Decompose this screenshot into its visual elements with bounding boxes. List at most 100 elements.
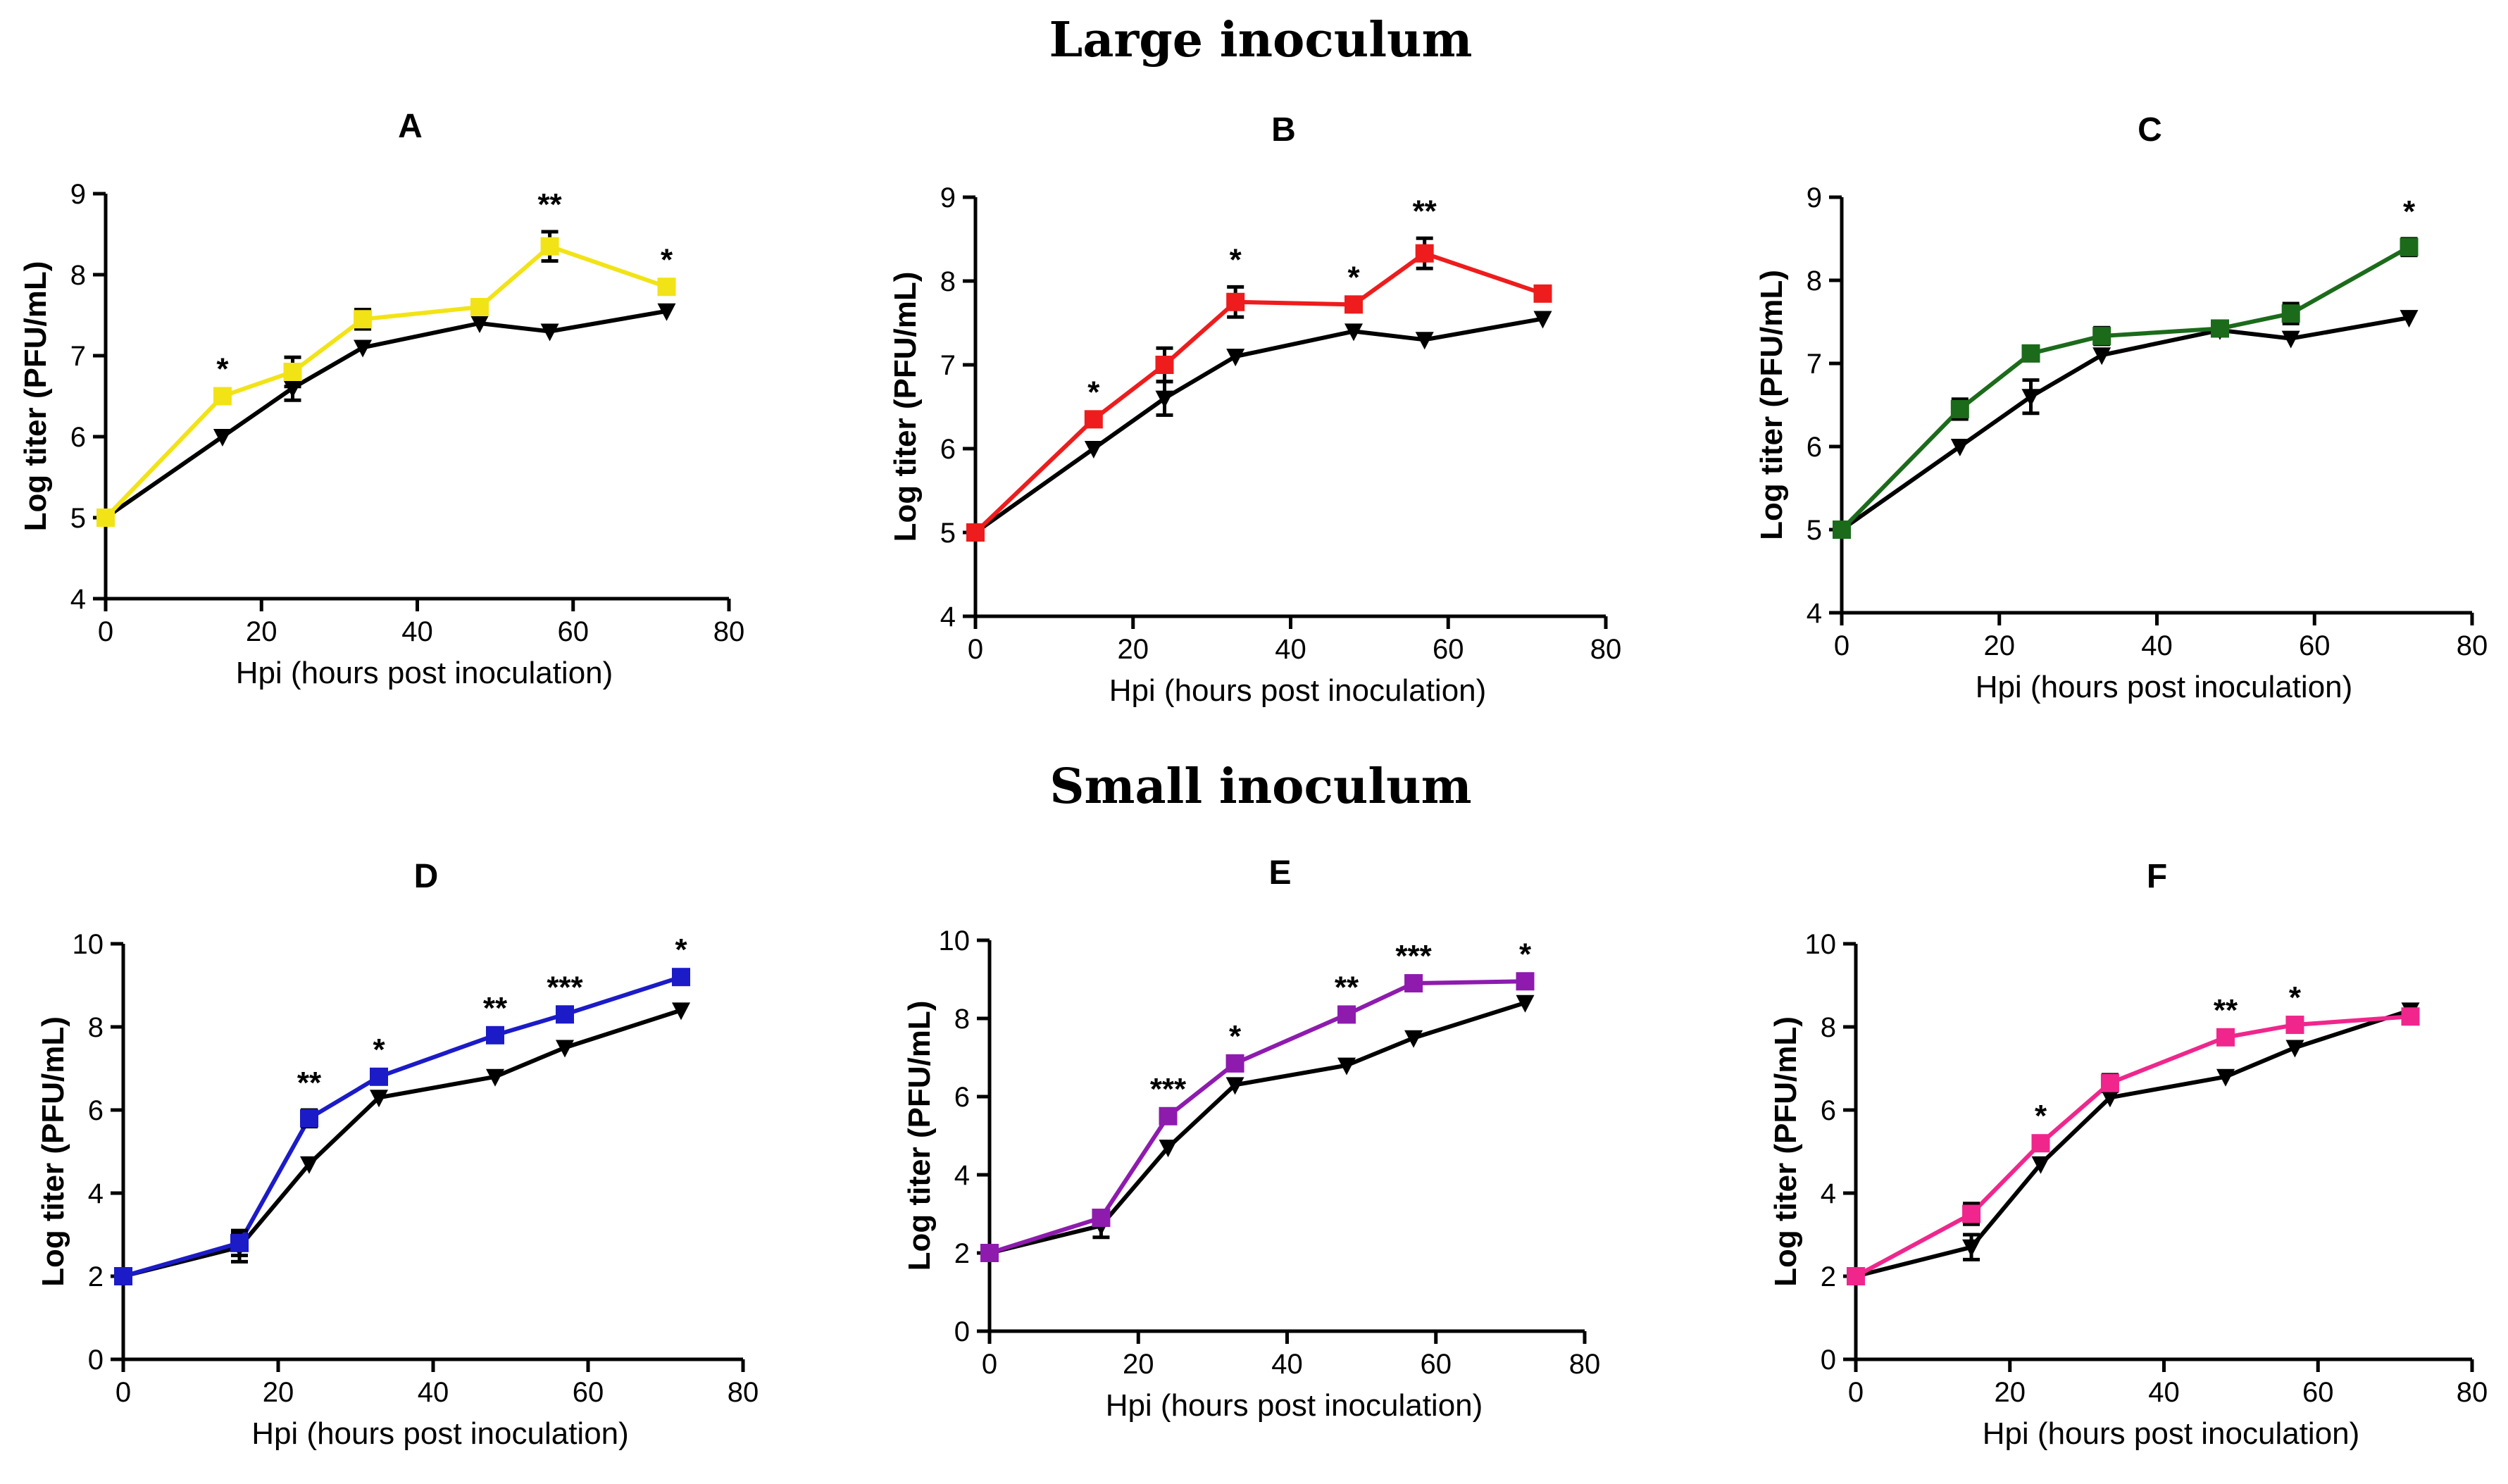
x-tick-label: 60 <box>2299 630 2331 661</box>
significance-mark: ** <box>483 991 508 1025</box>
series-line-treated <box>989 979 1526 1255</box>
significance-mark: ** <box>297 1066 322 1100</box>
x-tick-label: 20 <box>1123 1349 1154 1380</box>
data-point <box>1159 1140 1178 1158</box>
y-tick-label: 5 <box>70 503 86 534</box>
y-tick-label: 10 <box>1805 929 1837 960</box>
series-treated <box>980 972 1535 1262</box>
series-line-control <box>104 308 668 520</box>
significance-mark: * <box>2289 980 2302 1015</box>
data-point <box>2211 319 2229 338</box>
y-tick-label: 8 <box>1821 1012 1836 1043</box>
data-point <box>1404 974 1423 993</box>
panel-letter: D <box>414 858 439 895</box>
series-treated <box>114 968 690 1285</box>
x-tick-label: 60 <box>1433 634 1464 665</box>
data-point <box>1516 994 1535 1013</box>
y-tick-label: 7 <box>1807 349 1822 380</box>
x-tick-label: 0 <box>982 1349 997 1380</box>
data-point <box>230 1233 249 1252</box>
y-tick-label: 4 <box>940 601 956 632</box>
significance-mark: * <box>661 242 673 277</box>
y-tick-label: 6 <box>88 1095 104 1126</box>
data-point <box>1155 390 1174 409</box>
data-point <box>1155 356 1174 374</box>
y-tick-label: 9 <box>940 182 956 213</box>
panel-b: B 4 5 6 7 8 9 0 20 40 60 80 Hpi (hours post inoculat… <box>888 111 1621 708</box>
data-point <box>2285 1040 2304 1058</box>
data-point <box>354 310 373 329</box>
significance-mark: *** <box>1150 1072 1187 1106</box>
y-axis-label: Log titer (PFU/mL) <box>36 1016 70 1287</box>
significance-mark: * <box>2403 194 2416 229</box>
data-point <box>300 1109 318 1128</box>
x-tick-label: 40 <box>418 1377 449 1408</box>
y-axis-label: Log titer (PFU/mL) <box>888 272 923 542</box>
x-tick-label: 80 <box>728 1377 759 1408</box>
x-tick-label: 60 <box>558 616 589 647</box>
y-tick-label: 6 <box>940 434 956 465</box>
data-point <box>556 1005 574 1024</box>
y-axis-label: Log titer (PFU/mL) <box>902 1001 937 1271</box>
data-point <box>1345 323 1363 342</box>
data-point <box>1159 1106 1178 1126</box>
x-tick-label: 80 <box>2457 630 2488 661</box>
data-point <box>283 363 302 381</box>
y-tick-label: 9 <box>1807 182 1822 213</box>
large-inoculum-title: Large inoculum <box>1049 12 1473 68</box>
series-line-treated <box>973 251 1544 535</box>
y-tick-label: 5 <box>1807 515 1822 546</box>
y-tick-label: 6 <box>954 1082 970 1113</box>
data-point <box>540 237 559 256</box>
data-point <box>96 509 115 527</box>
data-point <box>114 1267 132 1285</box>
series-control <box>1847 1002 2420 1286</box>
series-line-treated <box>123 975 682 1278</box>
y-tick-label: 9 <box>70 179 86 210</box>
data-point <box>1084 441 1103 459</box>
data-point <box>1533 284 1552 303</box>
x-axis-label: Hpi (hours post inoculation) <box>1106 1388 1483 1423</box>
series-control <box>96 303 676 528</box>
data-point <box>657 278 676 297</box>
y-tick-label: 2 <box>1821 1261 1836 1292</box>
data-point <box>1337 1057 1356 1075</box>
x-tick-label: 60 <box>1421 1349 1452 1380</box>
data-point <box>2100 1090 2119 1108</box>
data-point <box>370 1067 388 1086</box>
y-tick-label: 0 <box>88 1345 104 1376</box>
x-tick-label: 0 <box>968 634 983 665</box>
significance-mark: * <box>1229 1019 1242 1054</box>
significance-mark: ** <box>537 187 562 222</box>
x-tick-label: 0 <box>116 1377 131 1408</box>
y-tick-label: 8 <box>954 1004 970 1035</box>
x-tick-label: 40 <box>2141 630 2173 661</box>
y-tick-label: 8 <box>88 1012 104 1043</box>
y-tick-label: 0 <box>954 1316 970 1347</box>
data-point <box>1226 349 1245 367</box>
x-tick-label: 80 <box>1569 1349 1601 1380</box>
y-tick-label: 10 <box>939 925 971 956</box>
x-tick-label: 40 <box>401 616 433 647</box>
x-tick-label: 80 <box>2457 1377 2488 1408</box>
data-point <box>672 968 690 987</box>
significance-mark: *** <box>1395 939 1432 973</box>
x-axis-label: Hpi (hours post inoculation) <box>1976 670 2353 704</box>
data-point <box>1415 332 1434 350</box>
series-line-treated <box>1854 1014 2411 1278</box>
y-tick-label: 2 <box>954 1238 970 1269</box>
x-tick-label: 20 <box>246 616 277 647</box>
data-point <box>2400 237 2419 256</box>
data-point <box>657 303 676 321</box>
data-point <box>213 429 232 447</box>
data-point <box>1345 295 1363 314</box>
panel-a: A 4 5 6 7 8 9 0 20 40 60 80 Hpi (hours post inoculat… <box>18 108 744 690</box>
significance-mark: ** <box>2214 993 2238 1028</box>
y-tick-label: 4 <box>88 1178 104 1209</box>
data-point <box>1950 439 1969 456</box>
series-control <box>114 1002 690 1286</box>
y-tick-label: 10 <box>73 929 104 960</box>
y-tick-label: 0 <box>1821 1345 1836 1376</box>
panel-letter: B <box>1271 111 1296 149</box>
